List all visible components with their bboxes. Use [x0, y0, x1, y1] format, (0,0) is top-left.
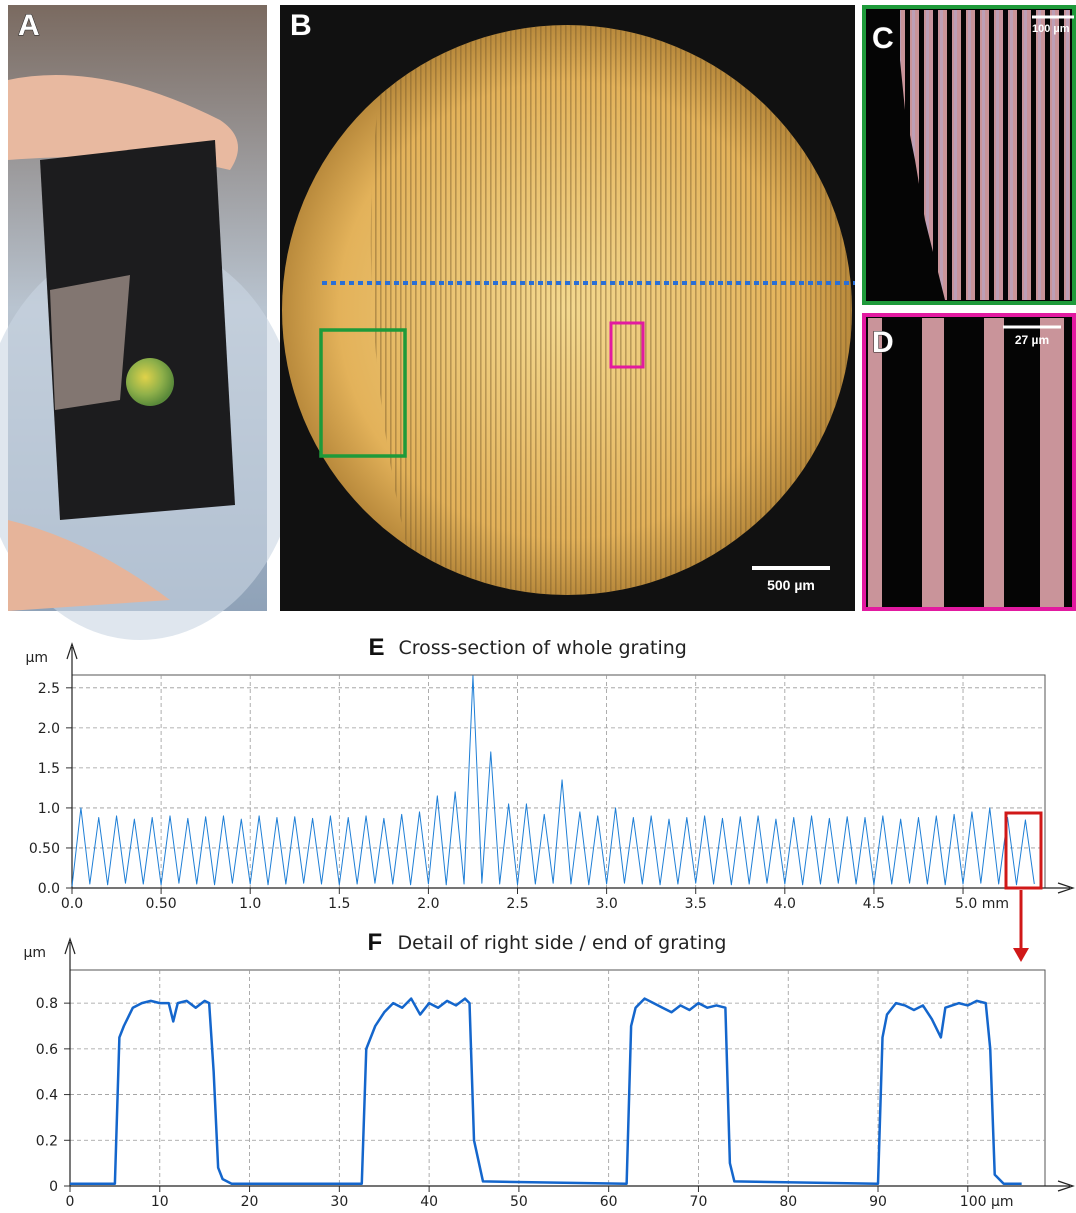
zoom-arrowhead — [1013, 948, 1029, 962]
x-tick-label: 10 — [151, 1194, 169, 1210]
panel-label: C — [872, 22, 894, 55]
grating-spot — [126, 358, 174, 406]
y-tick-label: 0.0 — [38, 881, 60, 897]
y-tick-label: 1.5 — [38, 761, 60, 777]
panel-label: A — [18, 9, 40, 42]
zoom-box — [1006, 813, 1041, 888]
x-tick-label: 3.0 — [595, 896, 617, 912]
x-tick-label: 5.0 mm — [955, 896, 1009, 912]
x-tick-label: 70 — [690, 1194, 708, 1210]
panel-a: A — [0, 5, 300, 640]
data-line — [70, 999, 1022, 1184]
panel-label: D — [872, 326, 894, 359]
figure: A 500 µm B 100 µm C 27 µm D 0.00.501.0 — [0, 0, 1076, 1213]
y-tick-label: 2.0 — [38, 721, 60, 737]
x-tick-label: 0.50 — [146, 896, 177, 912]
y-tick-label: 0.2 — [36, 1133, 58, 1149]
reflection — [50, 275, 130, 410]
scale-bar-label: 27 µm — [1015, 333, 1049, 347]
panel-c: 100 µm C — [862, 5, 1076, 305]
stripe — [922, 318, 944, 608]
x-tick-label: 1.5 — [328, 896, 350, 912]
x-tick-label: 4.0 — [774, 896, 796, 912]
y-tick-label: 0.4 — [36, 1088, 58, 1104]
y-tick-label: 0.8 — [36, 996, 58, 1012]
x-tick-label: 40 — [420, 1194, 438, 1210]
y-tick-label: 0.6 — [36, 1042, 58, 1058]
y-tick-label: 2.5 — [38, 681, 60, 697]
x-tick-label: 100 µm — [960, 1194, 1014, 1210]
charts: 0.0 0.50 1.0 1.5 2.0 2.5 0.0 0.50 1.0 1.5 2.0 2.5 3.… — [23, 634, 1073, 1210]
scale-bar-label: 100 µm — [1032, 23, 1070, 35]
x-tick-label: 2.0 — [417, 896, 439, 912]
data-line — [72, 676, 1034, 887]
x-tick-label: 1.0 — [239, 896, 261, 912]
x-tick-label: 0 — [66, 1194, 75, 1210]
panel-d: 27 µm D — [862, 313, 1076, 611]
y-tick-label: 0 — [49, 1179, 58, 1195]
panel-label: E — [369, 634, 385, 661]
scale-bar-label: 500 µm — [767, 577, 815, 593]
y-axis-label: µm — [25, 650, 48, 666]
y-tick-label: 0.50 — [29, 841, 60, 857]
x-tick-label: 2.5 — [506, 896, 528, 912]
x-tick-label: 0.0 — [61, 896, 83, 912]
stripe — [1040, 318, 1064, 608]
x-tick-label: 90 — [869, 1194, 887, 1210]
chart-title: Detail of right side / end of grating — [398, 932, 727, 954]
y-axis-label: µm — [23, 945, 46, 961]
x-tick-label: 3.5 — [685, 896, 707, 912]
stripe — [868, 318, 882, 608]
y-tick-label: 1.0 — [38, 801, 60, 817]
x-tick-label: 30 — [330, 1194, 348, 1210]
x-tick-label: 80 — [779, 1194, 797, 1210]
x-tick-label: 4.5 — [863, 896, 885, 912]
x-tick-label: 60 — [600, 1194, 618, 1210]
x-tick-label: 50 — [510, 1194, 528, 1210]
panel-label: B — [290, 9, 312, 42]
chart-title: Cross-section of whole grating — [399, 637, 687, 659]
panel-b: 500 µm B — [280, 5, 860, 611]
stripe — [984, 318, 1004, 608]
panel-label: F — [368, 929, 383, 956]
page: {"panels": { "A": {"label": "A"}, "B": {… — [0, 0, 1076, 1213]
x-tick-label: 20 — [241, 1194, 259, 1210]
